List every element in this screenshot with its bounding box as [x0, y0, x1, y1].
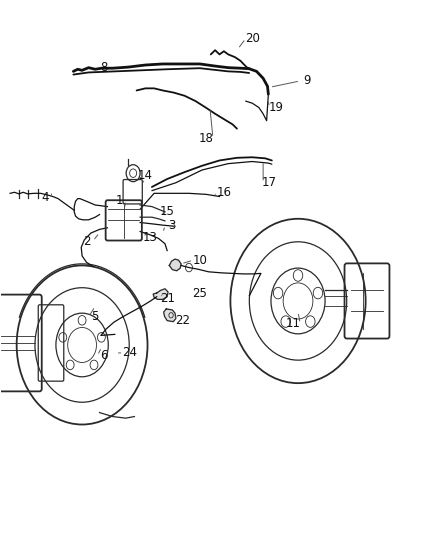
Text: 6: 6 [100, 349, 107, 362]
Text: 14: 14 [138, 169, 152, 182]
Text: 4: 4 [41, 191, 49, 204]
Text: 15: 15 [159, 205, 174, 218]
Polygon shape [153, 289, 168, 300]
Text: 1: 1 [115, 193, 123, 207]
Text: 3: 3 [167, 219, 175, 232]
Text: 17: 17 [261, 176, 276, 189]
Text: 20: 20 [244, 32, 259, 45]
Text: 10: 10 [192, 254, 207, 266]
Text: 9: 9 [302, 75, 310, 87]
Text: 22: 22 [174, 314, 190, 327]
Text: 25: 25 [192, 287, 207, 300]
Text: 2: 2 [82, 235, 90, 247]
Text: 5: 5 [91, 310, 99, 324]
Text: 19: 19 [268, 101, 283, 114]
Polygon shape [163, 309, 176, 321]
Text: 24: 24 [122, 346, 137, 359]
Text: 16: 16 [216, 186, 231, 199]
Text: 13: 13 [142, 231, 157, 244]
Text: 18: 18 [198, 132, 213, 144]
Polygon shape [169, 259, 181, 271]
Text: 21: 21 [159, 292, 174, 305]
Text: 11: 11 [286, 317, 300, 330]
Text: 8: 8 [100, 61, 107, 74]
